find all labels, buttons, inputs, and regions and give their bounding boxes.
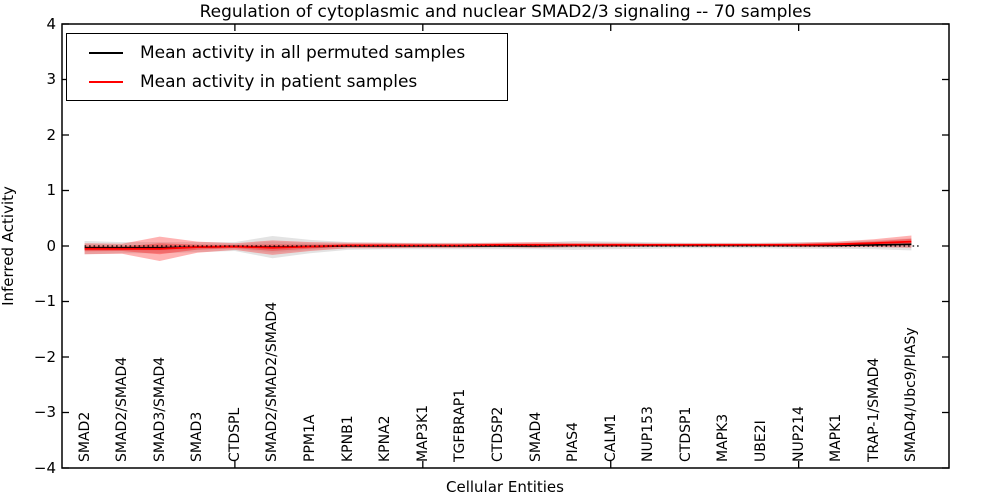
y-tick-label: 2 <box>46 125 56 144</box>
y-axis-label: Inferred Activity <box>0 186 17 306</box>
entity-label: MAP3K1 <box>414 404 431 462</box>
legend-line-patient-sample <box>89 80 123 83</box>
entity-label: SMAD4/Ubc9/PIASy <box>903 327 920 462</box>
entity-label: MAPK3 <box>715 413 732 462</box>
entity-label: SMAD3 <box>189 411 206 462</box>
entity-label: SMAD4 <box>527 411 544 462</box>
entity-label: SMAD2 <box>76 411 93 462</box>
y-tick-label: −1 <box>33 292 56 310</box>
entity-label: TGFBRAP1 <box>452 388 469 462</box>
entity-label: UBE2I <box>753 420 770 462</box>
entity-label: NUP153 <box>640 406 657 462</box>
entity-label: CALM1 <box>602 413 619 462</box>
legend-item-patient: Mean activity in patient samples <box>67 68 507 96</box>
entity-label: MAPK1 <box>828 413 845 462</box>
x-axis-label: Cellular Entities <box>446 478 564 496</box>
entity-label: NUP214 <box>790 406 807 462</box>
legend-label-patient: Mean activity in patient samples <box>140 71 418 92</box>
entity-label: SMAD2/SMAD2/SMAD4 <box>264 301 281 462</box>
entity-label: PIAS4 <box>565 422 582 462</box>
entity-label: KPNB1 <box>339 415 356 462</box>
y-tick-label: −4 <box>33 458 56 477</box>
entity-label: CTDSP2 <box>489 406 506 462</box>
legend-line-permuted-sample <box>89 51 123 54</box>
y-tick-label: 3 <box>46 70 56 88</box>
y-tick-label: 0 <box>46 236 56 255</box>
patient-mean-line <box>84 240 912 250</box>
entity-label: CTDSPL <box>226 407 243 462</box>
entity-label: KPNA2 <box>377 415 394 462</box>
entity-label: SMAD2/SMAD4 <box>114 356 131 462</box>
y-tick-label: −2 <box>33 347 56 366</box>
entity-label: SMAD3/SMAD4 <box>151 356 168 462</box>
y-tick-label: 1 <box>46 181 56 199</box>
patient-std-band <box>84 235 912 261</box>
chart-title: Regulation of cytoplasmic and nuclear SM… <box>199 2 812 22</box>
legend: Mean activity in all permuted samples Me… <box>66 33 508 101</box>
legend-item-permuted: Mean activity in all permuted samples <box>67 39 507 67</box>
y-tick-label: −3 <box>33 403 56 421</box>
entity-label: PPM1A <box>302 414 319 462</box>
permuted-std-band <box>84 236 912 259</box>
entity-label: TRAP-1/SMAD4 <box>865 357 882 462</box>
legend-label-permuted: Mean activity in all permuted samples <box>140 42 466 63</box>
entity-label: CTDSP1 <box>677 406 694 462</box>
y-tick-label: 4 <box>46 14 56 33</box>
